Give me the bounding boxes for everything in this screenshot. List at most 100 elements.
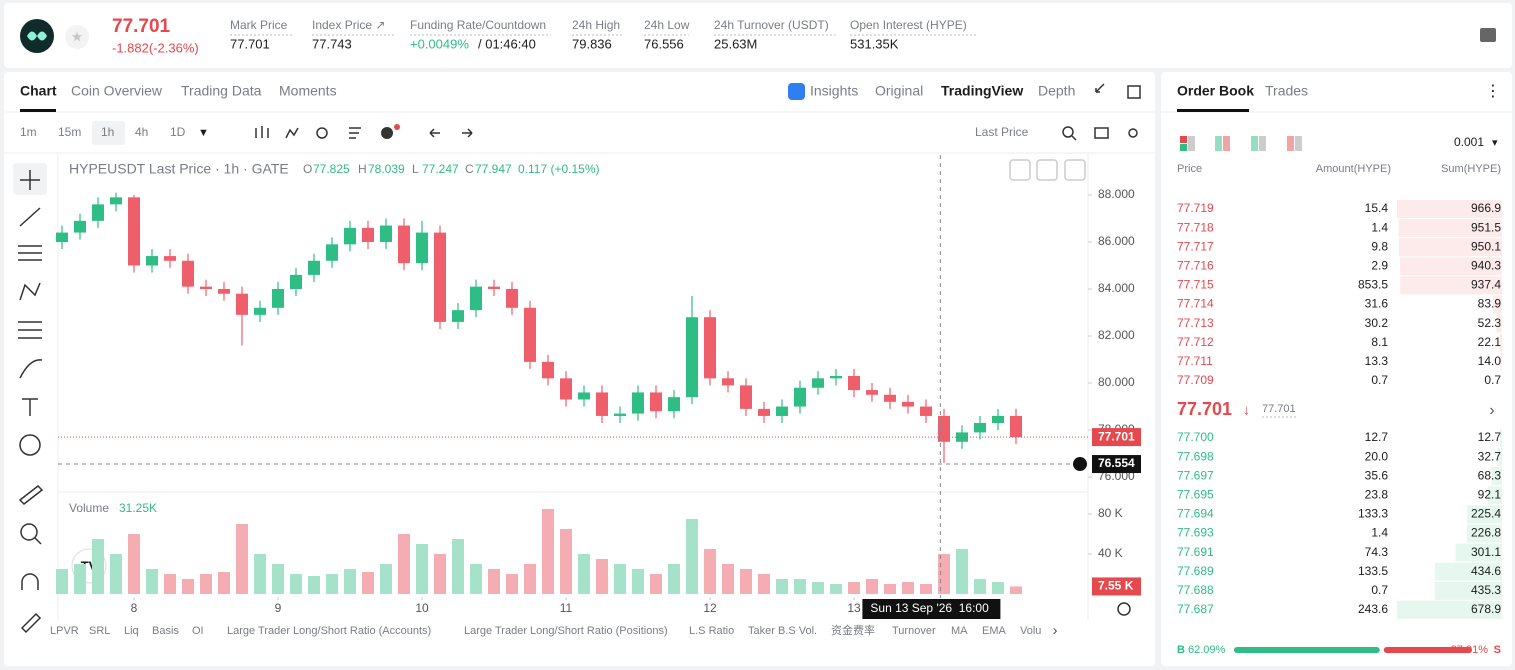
drawing-tools: [13, 163, 47, 634]
volume-bar: [398, 534, 410, 594]
candle-body: [272, 289, 284, 308]
view-option[interactable]: Original: [875, 83, 923, 99]
interval[interactable]: 15m: [58, 125, 81, 139]
candle-body: [488, 286, 500, 289]
indicator-tab[interactable]: Large Trader Long/Short Ratio (Accounts): [227, 625, 431, 637]
y-tick-label: 86.000: [1098, 234, 1135, 248]
indicator-tab[interactable]: LPVR: [50, 625, 79, 637]
candle-body: [434, 232, 446, 322]
x-tick-label: 11: [560, 601, 573, 615]
candle-body: [614, 413, 626, 416]
col-header: Price: [1177, 163, 1202, 175]
volume-tick-label: 80 K: [1098, 506, 1123, 520]
candle-body: [560, 378, 572, 400]
interval[interactable]: 1m: [20, 125, 37, 139]
interval[interactable]: 4h: [135, 125, 148, 139]
candle-body: [542, 361, 554, 379]
volume-bar: [488, 569, 500, 594]
volume-bar: [992, 582, 1004, 594]
indicator-tab[interactable]: Large Trader Long/Short Ratio (Positions…: [464, 625, 668, 637]
orderbook-tab[interactable]: Trades: [1265, 83, 1308, 99]
order-price: 77.695: [1177, 487, 1214, 501]
tab[interactable]: Chart: [20, 83, 57, 99]
crosshair-time-tag: [862, 599, 1001, 619]
more-icon[interactable]: ⋮: [1485, 83, 1501, 100]
indicator-add[interactable]: [381, 127, 393, 139]
order-amount: 15.4: [1365, 201, 1389, 215]
order-sum: 0.7: [1484, 373, 1501, 387]
order-price: 77.714: [1177, 297, 1214, 311]
indicator-tab[interactable]: Taker B.S Vol.: [748, 625, 817, 637]
view-option[interactable]: Insights: [810, 83, 858, 99]
volume-bar: [110, 554, 122, 594]
indicator-tab[interactable]: Volu: [1020, 625, 1041, 637]
indicator-tab[interactable]: 资金费率: [831, 623, 875, 637]
volume-bar: [776, 579, 788, 594]
order-amount: 0.7: [1371, 373, 1388, 387]
candle-body: [578, 392, 590, 400]
volume-bar: [632, 569, 644, 594]
volume-bar: [956, 549, 968, 594]
interval[interactable]: 1h: [101, 125, 114, 139]
indicator-tab[interactable]: EMA: [982, 625, 1007, 637]
order-sum: 678.9: [1471, 602, 1501, 616]
order-price: 77.688: [1177, 583, 1214, 597]
interval[interactable]: 1D: [170, 125, 186, 139]
order-price: 77.711: [1177, 354, 1213, 368]
dropdown-arrow: ▼: [198, 127, 209, 139]
candle-body: [218, 289, 230, 294]
volume-bar: [740, 569, 752, 594]
indicator-tab[interactable]: MA: [951, 625, 968, 637]
chevron-icon[interactable]: ›: [1053, 622, 1058, 639]
stat-value: 25.63M: [714, 36, 757, 51]
legend-key: C: [465, 162, 474, 176]
indicator-tab[interactable]: Basis: [152, 625, 179, 637]
price-type[interactable]: Last Price: [975, 125, 1029, 139]
order-amount: 243.6: [1358, 602, 1388, 616]
y-tick-label: 88.000: [1098, 187, 1135, 201]
dropdown-arrow: ▾: [1492, 137, 1498, 149]
order-price: 77.689: [1177, 564, 1214, 578]
order-amount: 133.3: [1358, 507, 1388, 521]
precision-select[interactable]: 0.001: [1454, 135, 1484, 149]
volume-bar: [92, 539, 104, 594]
depth-bar: [1500, 352, 1502, 371]
candle-body: [830, 375, 842, 379]
indicator-tab[interactable]: L.S Ratio: [689, 625, 734, 637]
axis-settings[interactable]: [1117, 602, 1131, 616]
mid-price: 77.701: [1177, 399, 1232, 419]
tab[interactable]: Coin Overview: [71, 83, 163, 99]
tab[interactable]: Moments: [279, 83, 337, 99]
stat-label: 24h Turnover (USDT): [714, 18, 829, 32]
crosshair-time-label: Sun 13 Sep '26 16:00: [870, 601, 989, 615]
favorite-button[interactable]: [65, 25, 89, 49]
tab[interactable]: Trading Data: [181, 83, 262, 99]
view-option[interactable]: TradingView: [941, 83, 1023, 99]
indicator-tab[interactable]: Turnover: [892, 625, 936, 637]
order-sum: 83.9: [1478, 297, 1502, 311]
indicator-tab[interactable]: OI: [192, 625, 204, 637]
volume-bar: [596, 559, 608, 594]
order-amount: 20.0: [1365, 449, 1389, 463]
depth-bar: [1400, 276, 1502, 295]
crosshair-add[interactable]: [1073, 457, 1087, 472]
legend-key: H: [358, 162, 367, 176]
order-price: 77.698: [1177, 449, 1214, 463]
indicator-tab[interactable]: Liq: [124, 625, 139, 637]
candle-body: [164, 256, 176, 261]
settings-icon[interactable]: [1480, 28, 1496, 42]
candle-body: [902, 401, 914, 407]
orderbook-tab[interactable]: Order Book: [1177, 83, 1254, 99]
last-volume-label: 7.55 K: [1098, 579, 1134, 593]
order-sum: 225.4: [1471, 507, 1501, 521]
x-tick-label: 13: [847, 601, 861, 615]
volume-bar: [704, 549, 716, 594]
chevron-icon[interactable]: ›: [1489, 402, 1494, 419]
candle-body: [776, 406, 788, 416]
col-header: Amount(HYPE): [1316, 163, 1391, 175]
view-option[interactable]: Depth: [1038, 83, 1075, 99]
col-header: Sum(HYPE): [1441, 163, 1501, 175]
stat-label: 24h High: [572, 18, 620, 32]
order-price: 77.694: [1177, 507, 1214, 521]
indicator-tab[interactable]: SRL: [89, 625, 110, 637]
